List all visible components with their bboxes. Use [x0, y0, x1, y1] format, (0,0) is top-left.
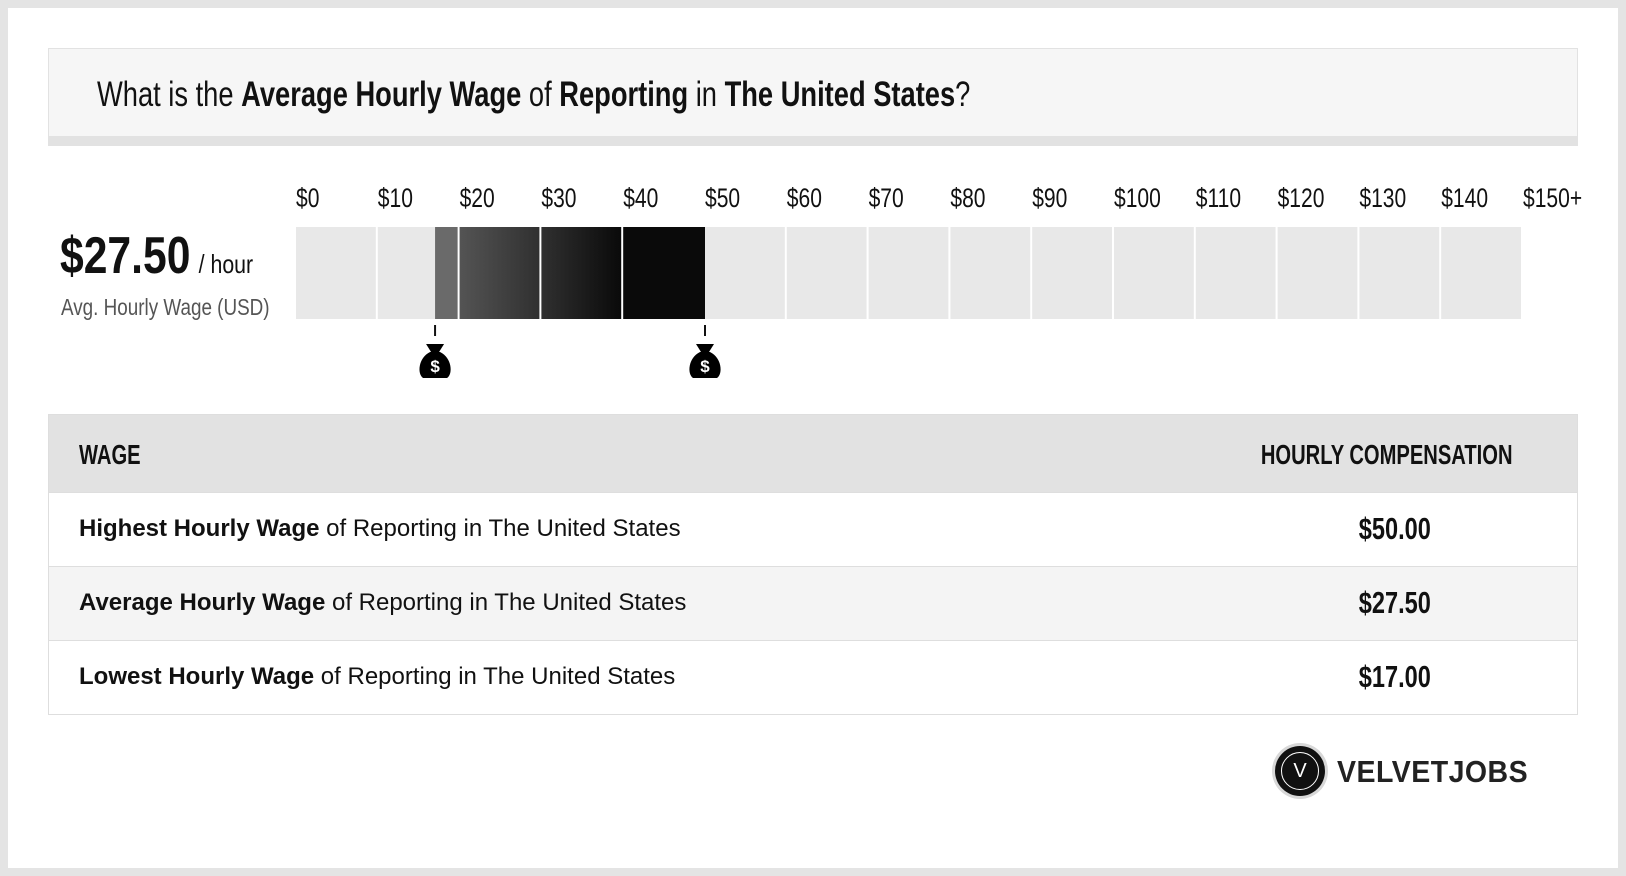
scale-tick-label: $50 [705, 184, 740, 214]
table-header: WAGE HOURLY COMPENSATION [49, 415, 1577, 492]
row-label-bold: Lowest Hourly Wage [79, 663, 315, 690]
row-label-rest: of Reporting in The United States [314, 663, 676, 690]
scale-segment [868, 227, 949, 319]
title-text: ? [955, 75, 971, 114]
wage-range-band [541, 227, 622, 319]
wage-range-chart: $0 $10 $20 $30 $40 $50 $60 $70 $80 $90 $100 $110 $12… [296, 184, 1582, 378]
scale-tick-label: $40 [623, 184, 658, 214]
svg-text:$: $ [700, 357, 710, 376]
velvetjobs-logo-icon: V [1275, 746, 1325, 796]
scale-tick-label: $100 [1114, 184, 1161, 214]
title-bold-metric: Average Hourly Wage [241, 75, 522, 114]
brand-name: VELVETJOBS [1337, 754, 1529, 789]
scale-segment [950, 227, 1031, 319]
row-label-rest: of Reporting in The United States [319, 515, 681, 542]
scale-tick-label: $120 [1278, 184, 1325, 214]
row-label: Lowest Hourly Wage of Reporting in The U… [79, 663, 675, 691]
row-value: $50.00 [1358, 511, 1431, 546]
row-label: Highest Hourly Wage of Reporting in The … [79, 515, 681, 543]
scale-segment [786, 227, 867, 319]
wage-table: WAGE HOURLY COMPENSATION Highest Hourly … [48, 414, 1578, 715]
scale-tick-label: $10 [378, 184, 413, 214]
row-value: $27.50 [1358, 585, 1431, 620]
scale-tick-label: $130 [1359, 184, 1406, 214]
money-bag-icon: $ [419, 344, 451, 378]
table-row: Highest Hourly Wage of Reporting in The … [49, 492, 1577, 566]
scale-tick-label: $110 [1196, 184, 1241, 214]
wage-card: What is the Average Hourly Wage of Repor… [8, 8, 1618, 868]
logo-letter: V [1281, 752, 1319, 790]
scale-tick-label: $80 [950, 184, 985, 214]
velvetjobs-brand[interactable]: V VELVETJOBS [1275, 746, 1535, 798]
row-value: $17.00 [1358, 659, 1431, 694]
wage-range-band [435, 227, 458, 319]
title-bold-location: The United States [724, 75, 956, 114]
title-underline [48, 136, 1578, 146]
title-text: What is the [97, 75, 242, 114]
scale-tick-label: $30 [541, 184, 576, 214]
header-wage: WAGE [79, 439, 141, 470]
title-text: of [521, 75, 560, 114]
table-row: Average Hourly Wage of Reporting in The … [49, 566, 1577, 640]
row-label-rest: of Reporting in The United States [325, 589, 687, 616]
average-wage-label: Avg. Hourly Wage (USD) [61, 294, 270, 320]
scale-segment [1441, 227, 1521, 319]
table-row: Lowest Hourly Wage of Reporting in The U… [49, 640, 1577, 714]
scale-tick-label: $150+ [1523, 184, 1582, 214]
scale-tick-label: $0 [296, 184, 319, 214]
average-wage-value: $27.50 [60, 227, 191, 285]
row-label: Average Hourly Wage of Reporting in The … [79, 589, 686, 617]
money-bag-icon: $ [689, 344, 721, 378]
scale-segment [705, 227, 785, 319]
page-title: What is the Average Hourly Wage of Repor… [97, 75, 970, 115]
title-bold-job: Reporting [559, 75, 689, 114]
title-box: What is the Average Hourly Wage of Repor… [48, 48, 1578, 137]
scale-segment [1359, 227, 1440, 319]
scale-segment [296, 227, 376, 319]
title-text: in [688, 75, 725, 114]
scale-segment [1195, 227, 1276, 319]
scale-segment [1277, 227, 1358, 319]
average-wage-display: $27.50/ hour [60, 226, 253, 286]
scale-segment [1032, 227, 1112, 319]
scale-segment [1114, 227, 1194, 319]
scale-tick-label: $20 [460, 184, 495, 214]
row-label-bold: Highest Hourly Wage [79, 515, 320, 542]
wage-range-band [459, 227, 540, 319]
header-hourly-compensation: HOURLY COMPENSATION [1261, 439, 1513, 470]
scale-tick-label: $140 [1441, 184, 1488, 214]
scale-tick-label: $70 [869, 184, 904, 214]
average-wage-unit: / hour [198, 249, 254, 279]
wage-range-band [623, 227, 705, 319]
svg-text:$: $ [430, 357, 440, 376]
scale-tick-label: $90 [1032, 184, 1067, 214]
scale-tick-label: $60 [787, 184, 822, 214]
row-label-bold: Average Hourly Wage [79, 589, 326, 616]
